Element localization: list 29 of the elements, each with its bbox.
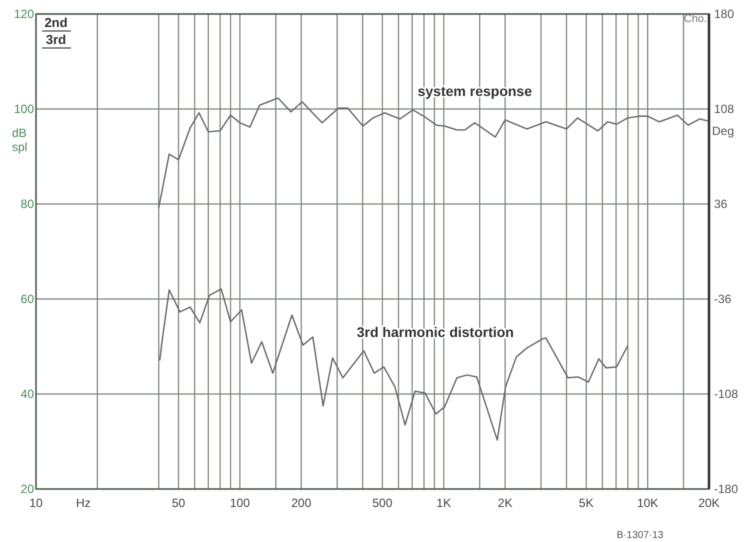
y-tick-label: 60	[20, 292, 34, 306]
x-tick-label: 500	[372, 496, 393, 510]
x-tick-label: 2K	[498, 496, 512, 510]
y-tick-label: 20	[20, 482, 34, 496]
x-tick-label: 100	[230, 496, 250, 510]
x-tick-label: 5K	[578, 496, 594, 510]
x-tick-label: 200	[291, 496, 312, 510]
y-tick-label: 120	[14, 7, 34, 21]
x-axis-title: Hz	[76, 496, 91, 510]
y-tick-label: 100	[14, 102, 34, 116]
y2-tick-label: 108	[714, 102, 734, 116]
text: B·1307·13	[616, 530, 664, 541]
y2-tick-label: -180	[714, 482, 738, 496]
y-axis-title: dB spl	[12, 126, 28, 154]
annotation: 2nd	[44, 15, 68, 30]
y2-tick-label: 180	[714, 7, 734, 21]
x-tick-label: 1K	[436, 496, 452, 510]
y-tick-label: 80	[20, 197, 34, 211]
y2-axis-title: Deg	[712, 124, 734, 138]
y-tick-label: 40	[20, 387, 34, 401]
y2-tick-label: -36	[714, 292, 732, 306]
x-tick-label: 50	[172, 496, 186, 510]
annotation: Cho.	[684, 13, 707, 25]
x-tick-label: 10	[29, 496, 43, 510]
x-tick-label: 20K	[698, 496, 720, 510]
annotation: 3rd	[46, 32, 66, 47]
x-tick-label: 10K	[636, 496, 658, 510]
y2-tick-label: -108	[714, 387, 738, 401]
y2-tick-label: 36	[714, 197, 728, 211]
